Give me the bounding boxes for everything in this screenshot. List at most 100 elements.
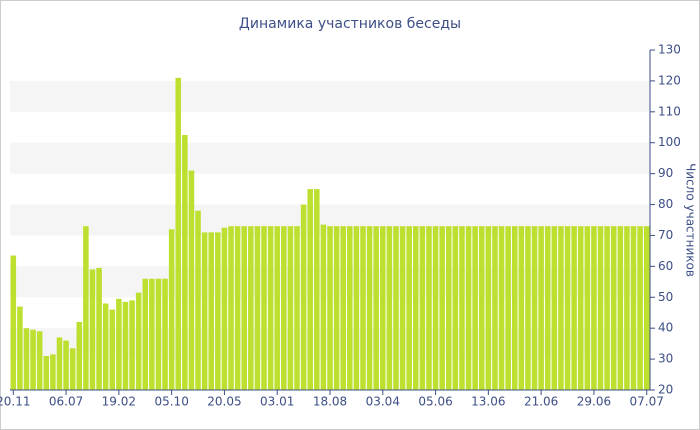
bar	[76, 322, 83, 390]
bar	[155, 278, 162, 390]
x-tick-label: 03.01	[260, 395, 294, 409]
bar	[584, 226, 591, 390]
bar	[544, 226, 551, 390]
bar	[432, 226, 439, 390]
x-tick-label: 13.06	[471, 395, 505, 409]
bar	[531, 226, 538, 390]
bar	[228, 226, 234, 390]
x-tick-label: 03.04	[366, 395, 400, 409]
bar	[380, 226, 386, 390]
bar	[518, 226, 525, 390]
bar	[452, 226, 459, 390]
bar	[102, 303, 109, 390]
bar	[69, 348, 76, 390]
bar	[637, 226, 643, 390]
bar	[591, 226, 597, 390]
bar	[511, 226, 518, 390]
y-tick-label: 110	[658, 104, 681, 118]
bar	[610, 226, 617, 390]
bar	[353, 226, 360, 390]
bar	[287, 226, 294, 390]
bar	[597, 226, 604, 390]
bar	[17, 306, 23, 390]
bar	[162, 278, 168, 390]
x-tick-label: 05.10	[154, 395, 188, 409]
bar	[50, 354, 56, 390]
bar	[478, 226, 485, 390]
bar	[129, 300, 135, 390]
x-tick-label: 18.08	[313, 395, 347, 409]
x-tick-label: 29.06	[577, 395, 611, 409]
bar	[43, 356, 50, 390]
bar	[485, 226, 492, 390]
y-tick-label: 50	[658, 290, 673, 304]
bar	[294, 226, 300, 390]
y-tick-label: 100	[658, 135, 681, 149]
bar	[182, 135, 188, 390]
bar	[248, 226, 254, 390]
bar	[571, 226, 577, 390]
bar	[426, 226, 432, 390]
x-tick-label: 19.02	[102, 395, 136, 409]
bar	[406, 226, 412, 390]
bar	[505, 226, 511, 390]
x-tick-label: 20.05	[207, 395, 241, 409]
grid-band	[10, 142, 650, 174]
y-tick-label: 60	[658, 259, 673, 273]
bar	[472, 226, 478, 390]
bar	[465, 226, 472, 390]
bar	[624, 226, 630, 390]
bar	[63, 340, 69, 390]
bar	[135, 292, 142, 390]
x-tick-label: 20.11	[0, 395, 30, 409]
bar	[360, 226, 366, 390]
bar	[221, 227, 228, 390]
bar	[320, 224, 327, 390]
bar	[445, 226, 452, 390]
bar	[333, 226, 340, 390]
y-tick-label: 70	[658, 228, 673, 242]
y-tick-label: 130	[658, 43, 681, 57]
bar	[23, 328, 30, 390]
bar	[525, 226, 531, 390]
bar	[261, 226, 267, 390]
bar	[314, 189, 320, 390]
y-axis-label: Число участников	[684, 163, 698, 277]
bar	[498, 226, 505, 390]
bar	[399, 226, 406, 390]
bar	[386, 226, 393, 390]
bar	[83, 226, 89, 390]
bar	[175, 77, 182, 391]
bar	[617, 226, 624, 390]
bar	[188, 170, 195, 390]
bar	[393, 226, 399, 390]
bar	[564, 226, 571, 390]
y-tick-label: 40	[658, 321, 673, 335]
bar	[96, 267, 102, 390]
bar	[347, 226, 353, 390]
bar	[254, 226, 261, 390]
bar	[215, 232, 221, 390]
bar	[168, 229, 175, 390]
bar	[492, 226, 498, 390]
bar	[281, 226, 287, 390]
bar	[116, 298, 122, 390]
bar	[36, 331, 43, 390]
y-tick-label: 120	[658, 73, 681, 87]
x-tick-label: 06.07	[49, 395, 83, 409]
bar	[413, 226, 419, 390]
bar	[419, 226, 426, 390]
bar	[122, 301, 129, 390]
bar	[459, 226, 465, 390]
bar	[558, 226, 564, 390]
y-tick-label: 90	[658, 166, 673, 180]
bar	[234, 226, 241, 390]
y-tick-label: 30	[658, 352, 673, 366]
bar	[439, 226, 445, 390]
y-tick-label: 20	[658, 383, 673, 397]
bar	[89, 269, 96, 390]
bar	[630, 226, 637, 390]
bar	[241, 226, 247, 390]
bar	[274, 226, 280, 390]
